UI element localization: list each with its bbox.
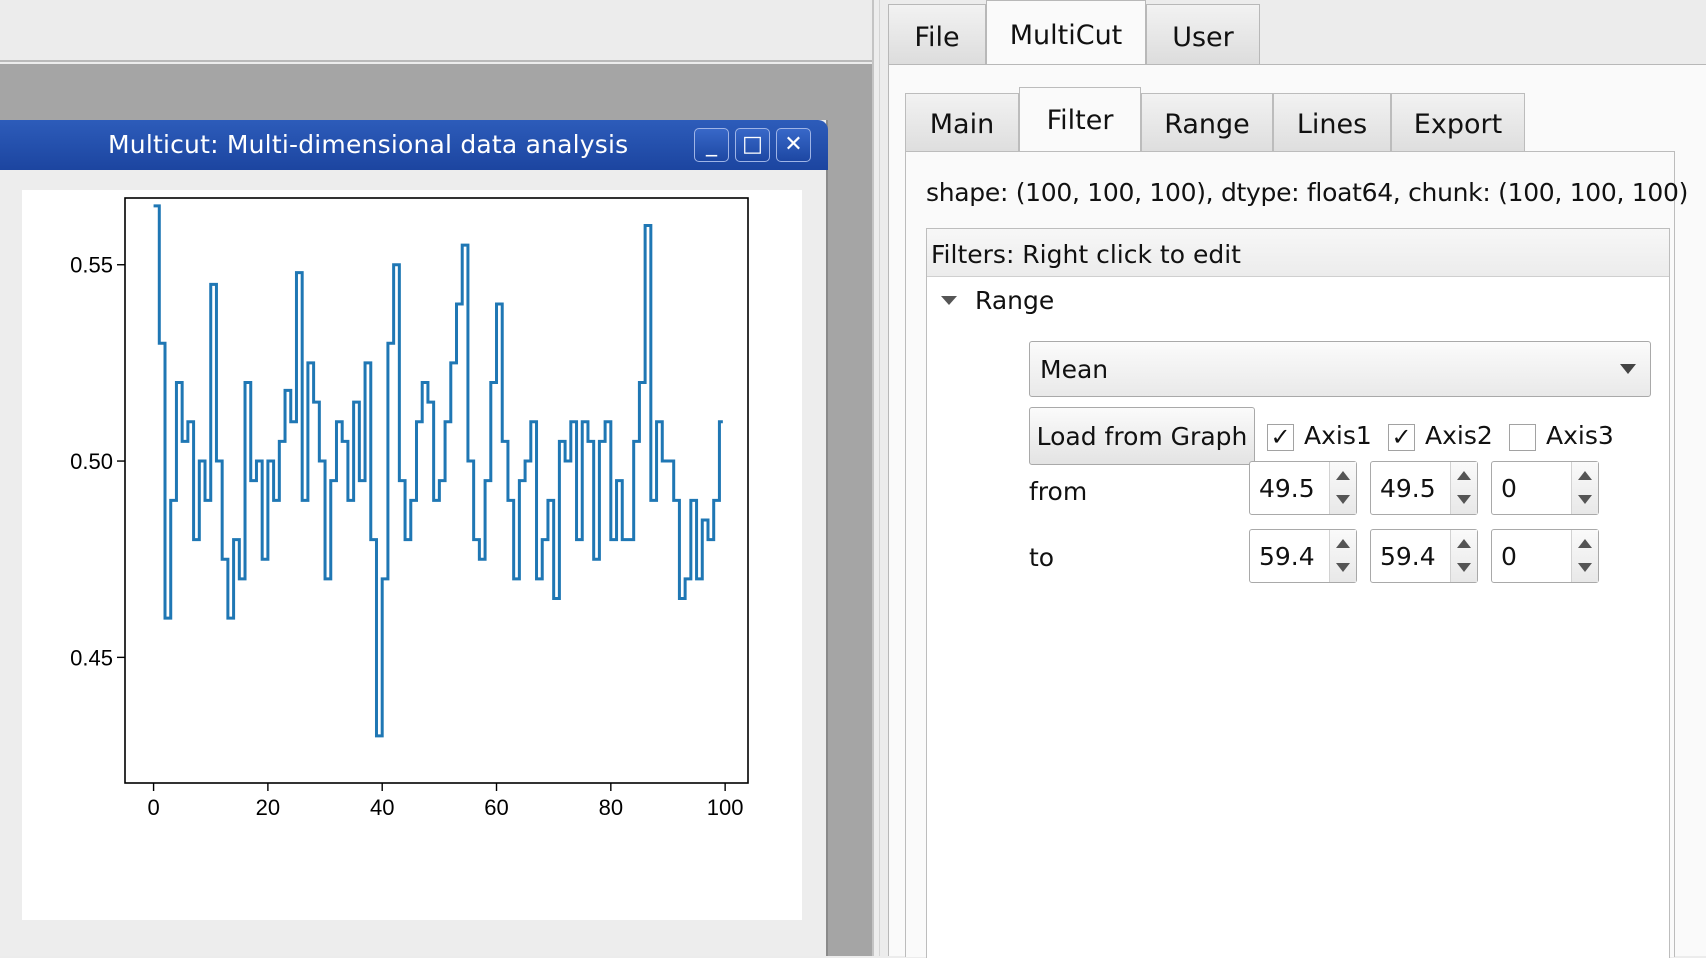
axis3-label: Axis3: [1546, 421, 1614, 450]
spin-up-icon[interactable]: [1336, 539, 1350, 548]
left-toolbar-strip: [0, 0, 872, 62]
x-tick-label: 20: [256, 795, 280, 820]
multicut-subwindow: Multicut: Multi-dimensional data analysi…: [0, 120, 828, 956]
spin-down-icon[interactable]: [1578, 563, 1592, 572]
spin-down-icon[interactable]: [1457, 563, 1471, 572]
axes-frame: [124, 197, 749, 784]
minimize-icon: _: [706, 132, 717, 157]
spin-down-icon[interactable]: [1578, 495, 1592, 504]
range-tree-item[interactable]: Range: [937, 279, 1054, 323]
splitter-handle[interactable]: [872, 0, 880, 956]
subwindow-titlebar[interactable]: Multicut: Multi-dimensional data analysi…: [0, 120, 828, 170]
tab-multicut[interactable]: MultiCut: [986, 0, 1146, 68]
filter-pane: shape: (100, 100, 100), dtype: float64, …: [905, 151, 1688, 958]
multicut-pane: Main Filter Range Lines Export shape: (1…: [888, 64, 1706, 958]
line-chart[interactable]: 0 20 40 60 80 100 0.45 0.50 0.55: [22, 190, 802, 920]
data-series-line: [153, 204, 723, 738]
spin-up-icon[interactable]: [1457, 471, 1471, 480]
close-icon: ✕: [784, 132, 803, 157]
tab-range[interactable]: Range: [1141, 93, 1273, 151]
spin-down-icon[interactable]: [1336, 563, 1350, 572]
spin-down-icon[interactable]: [1336, 495, 1350, 504]
from-label: from: [1029, 477, 1088, 506]
spin-up-icon[interactable]: [1578, 471, 1592, 480]
load-from-graph-button[interactable]: Load from Graph: [1029, 407, 1255, 465]
spin-up-icon[interactable]: [1336, 471, 1350, 480]
to-axis3-value: 0: [1501, 542, 1517, 571]
close-button[interactable]: ✕: [776, 128, 811, 162]
from-axis1-spinbox[interactable]: 49.5: [1249, 461, 1357, 515]
from-axis3-value: 0: [1501, 474, 1517, 503]
to-axis1-spinbox[interactable]: 59.4: [1249, 529, 1357, 583]
x-tick-label: 100: [707, 795, 744, 820]
from-axis1-value: 49.5: [1259, 474, 1315, 503]
tab-main-label: Main: [929, 109, 995, 140]
tab-file-label: File: [914, 22, 960, 53]
axis2-checkbox[interactable]: ✓ Axis2: [1388, 421, 1493, 451]
to-axis2-spinbox[interactable]: 59.4: [1370, 529, 1478, 583]
x-tick-label: 60: [484, 795, 508, 820]
tab-lines-label: Lines: [1296, 109, 1368, 140]
tab-multicut-label: MultiCut: [1009, 20, 1123, 51]
filter-mode-select[interactable]: Mean: [1029, 341, 1651, 397]
minimize-button[interactable]: _: [694, 128, 729, 162]
filters-tree-header[interactable]: Filters: Right click to edit: [927, 229, 1669, 277]
axis2-check-icon: ✓: [1388, 423, 1415, 451]
to-axis1-value: 59.4: [1259, 542, 1315, 571]
to-label: to: [1029, 543, 1055, 572]
tab-export-label: Export: [1413, 109, 1503, 140]
subwindow-title: Multicut: Multi-dimensional data analysi…: [108, 130, 629, 159]
spin-up-icon[interactable]: [1457, 539, 1471, 548]
to-axis3-spinbox[interactable]: 0: [1491, 529, 1599, 583]
y-tick-label: 0.50: [70, 449, 113, 474]
filter-mode-value: Mean: [1040, 355, 1109, 384]
y-tick-label: 0.45: [70, 645, 113, 670]
x-tick-label: 40: [370, 795, 394, 820]
from-axis3-spinbox[interactable]: 0: [1491, 461, 1599, 515]
tab-export[interactable]: Export: [1391, 93, 1525, 151]
from-axis2-value: 49.5: [1380, 474, 1436, 503]
tab-user[interactable]: User: [1146, 4, 1260, 66]
data-shape-info: shape: (100, 100, 100), dtype: float64, …: [926, 178, 1689, 207]
tab-file[interactable]: File: [888, 4, 986, 66]
axis3-checkbox[interactable]: Axis3: [1509, 421, 1614, 451]
range-item-label: Range: [975, 286, 1055, 315]
tab-user-label: User: [1172, 22, 1234, 53]
maximize-icon: □: [742, 132, 763, 157]
tab-main[interactable]: Main: [905, 93, 1019, 151]
spin-up-icon[interactable]: [1578, 539, 1592, 548]
axis1-checkbox[interactable]: ✓ Axis1: [1267, 421, 1372, 451]
spin-down-icon[interactable]: [1457, 495, 1471, 504]
tab-lines[interactable]: Lines: [1273, 93, 1391, 151]
plot-area[interactable]: 0 20 40 60 80 100 0.45 0.50 0.55: [22, 190, 802, 920]
x-tick-label: 80: [599, 795, 623, 820]
axis1-label: Axis1: [1304, 421, 1372, 450]
tab-filter[interactable]: Filter: [1019, 87, 1141, 153]
chevron-down-icon: [1620, 364, 1636, 374]
tab-range-label: Range: [1164, 109, 1250, 140]
axis3-box: [1509, 423, 1536, 451]
y-tick-label: 0.55: [70, 253, 113, 278]
filters-tree[interactable]: Filters: Right click to edit Range Mean …: [926, 228, 1670, 958]
x-tick-label: 0: [147, 795, 159, 820]
tab-filter-label: Filter: [1046, 105, 1114, 136]
maximize-button[interactable]: □: [735, 128, 770, 162]
from-axis2-spinbox[interactable]: 49.5: [1370, 461, 1478, 515]
right-panel: File MultiCut User Main Filter Range Lin…: [880, 0, 1706, 958]
to-axis2-value: 59.4: [1380, 542, 1436, 571]
axis1-check-icon: ✓: [1267, 423, 1294, 451]
axis2-label: Axis2: [1425, 421, 1493, 450]
collapse-arrow-icon[interactable]: [941, 295, 957, 305]
